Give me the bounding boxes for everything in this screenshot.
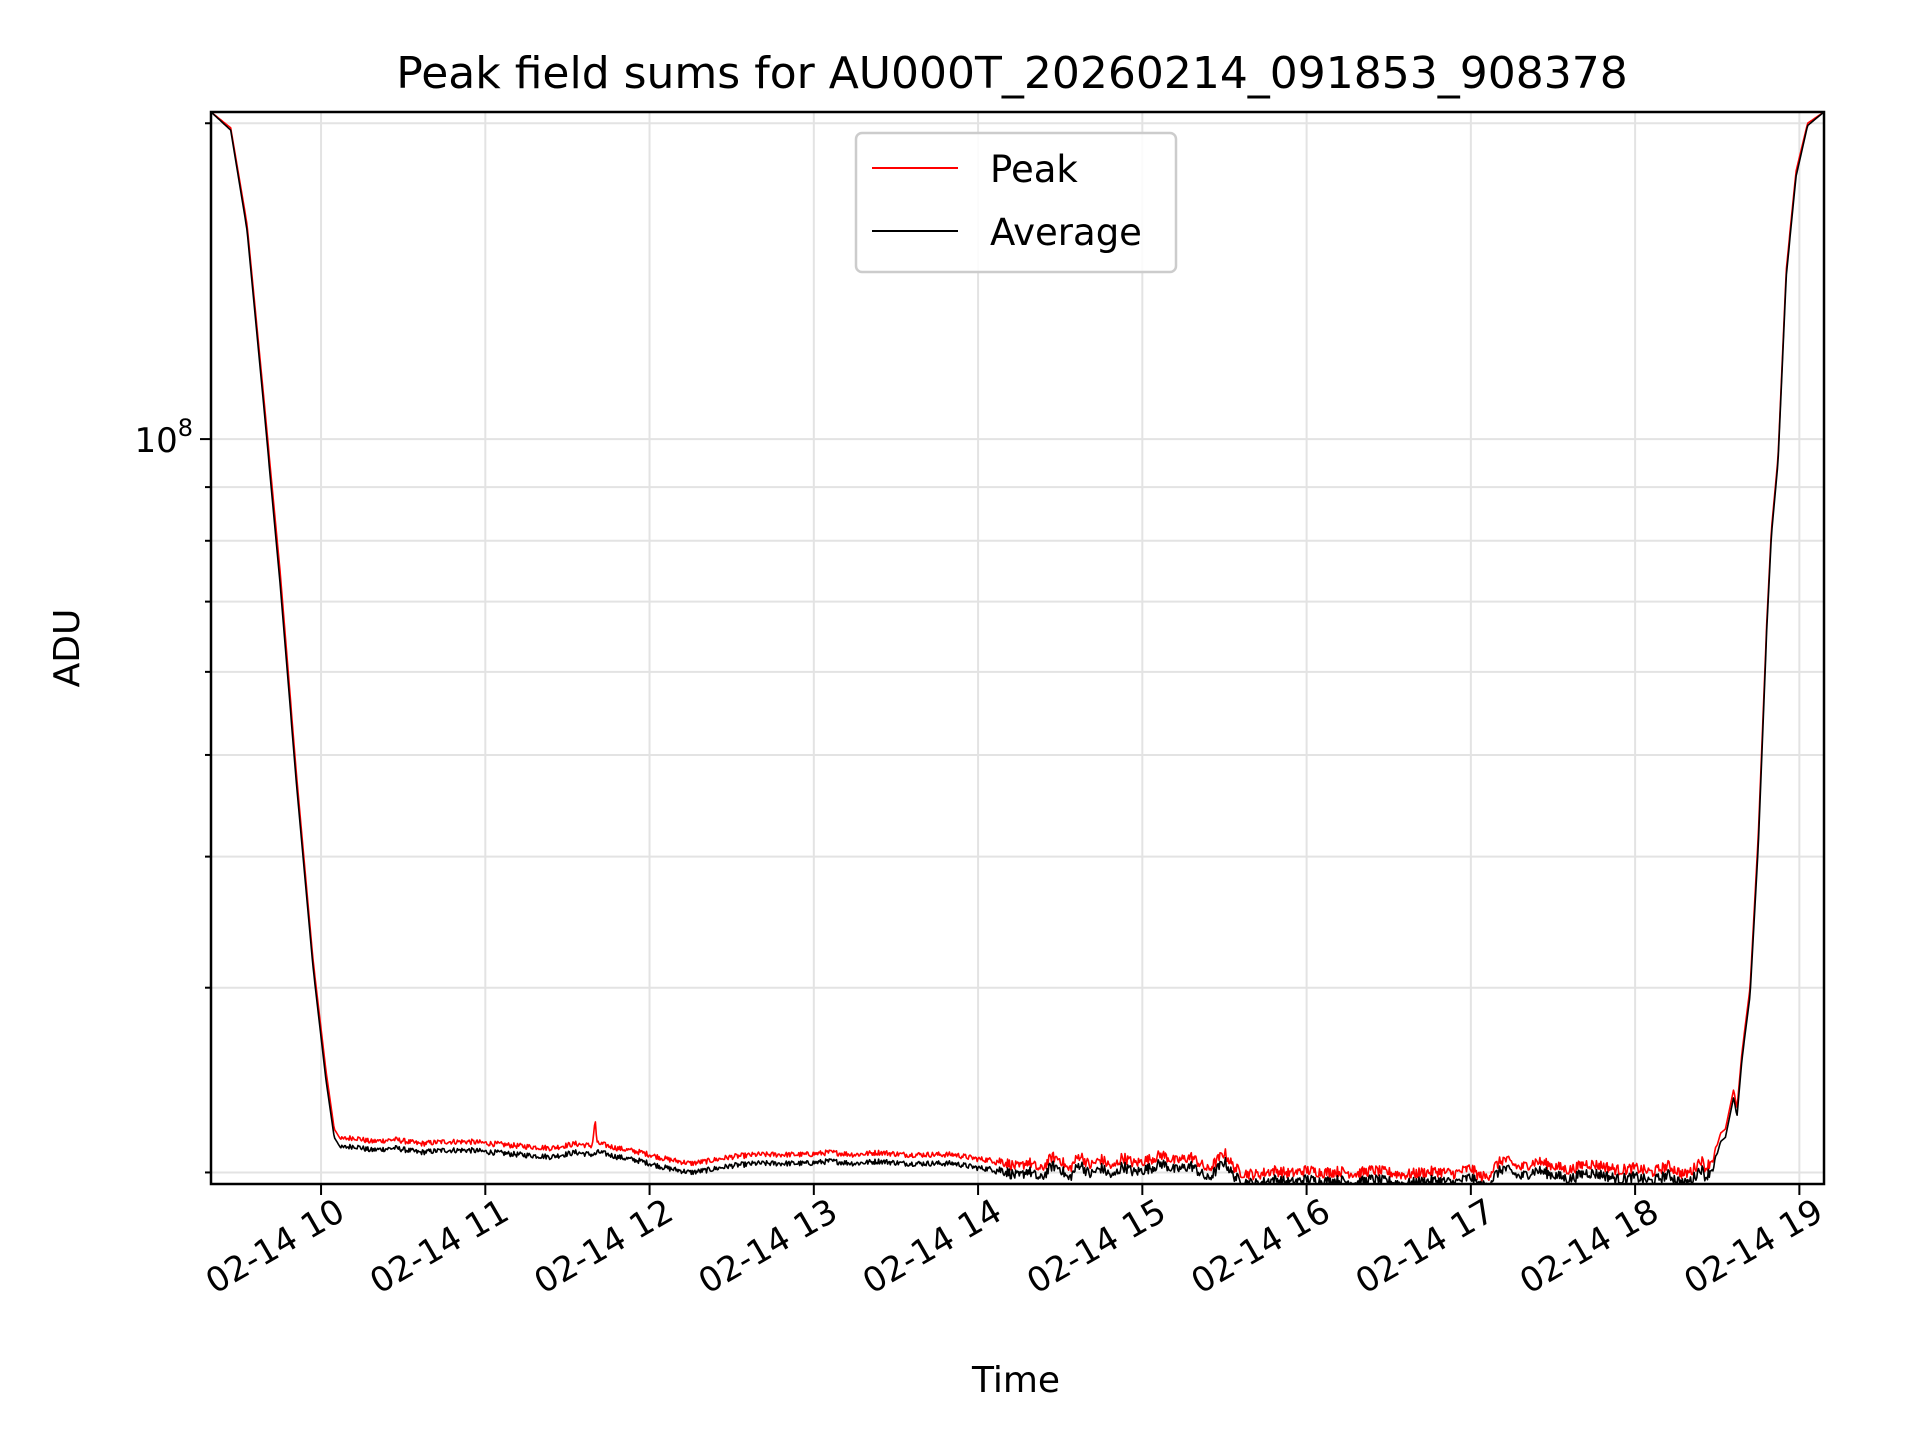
- legend-label-peak: Peak: [990, 148, 1078, 191]
- x-tick-label: 02-14 19: [1677, 1191, 1829, 1302]
- plot-area-frame: [209, 110, 1826, 1186]
- x-tick-label: 02-14 16: [1185, 1191, 1337, 1302]
- x-tick-label: 02-14 11: [363, 1191, 515, 1302]
- grid-lines: [211, 112, 1824, 1184]
- x-tick-label: 02-14 18: [1513, 1191, 1665, 1302]
- chart-title: Peak field sums for AU000T_20260214_0918…: [396, 48, 1628, 99]
- series-line-average: [210, 111, 1825, 1185]
- x-tick-label: 02-14 17: [1349, 1191, 1501, 1302]
- x-tick-label: 02-14 12: [528, 1191, 680, 1302]
- y-tick-label-exponent: 8: [178, 414, 193, 442]
- x-axis-label: Time: [971, 1360, 1060, 1401]
- y-tick-label: 108: [134, 414, 193, 461]
- x-axis: 02-14 10 02-14 11 02-14 12 02-14 13 02-14 14…: [199, 1184, 1830, 1302]
- x-tick-label: 02-14 10: [199, 1191, 351, 1302]
- y-axis: 108: [134, 122, 211, 1174]
- x-tick-label: 02-14 15: [1020, 1191, 1172, 1302]
- y-axis-label: ADU: [47, 609, 88, 688]
- legend-label-average: Average: [990, 211, 1142, 254]
- x-tick-label: 02-14 13: [692, 1191, 844, 1302]
- y-tick-label-base: 10: [134, 421, 177, 461]
- series-layer: [210, 111, 1825, 1185]
- x-tick-label: 02-14 14: [856, 1191, 1008, 1302]
- legend: Peak Average: [854, 131, 1178, 274]
- series-line-peak: [210, 111, 1825, 1182]
